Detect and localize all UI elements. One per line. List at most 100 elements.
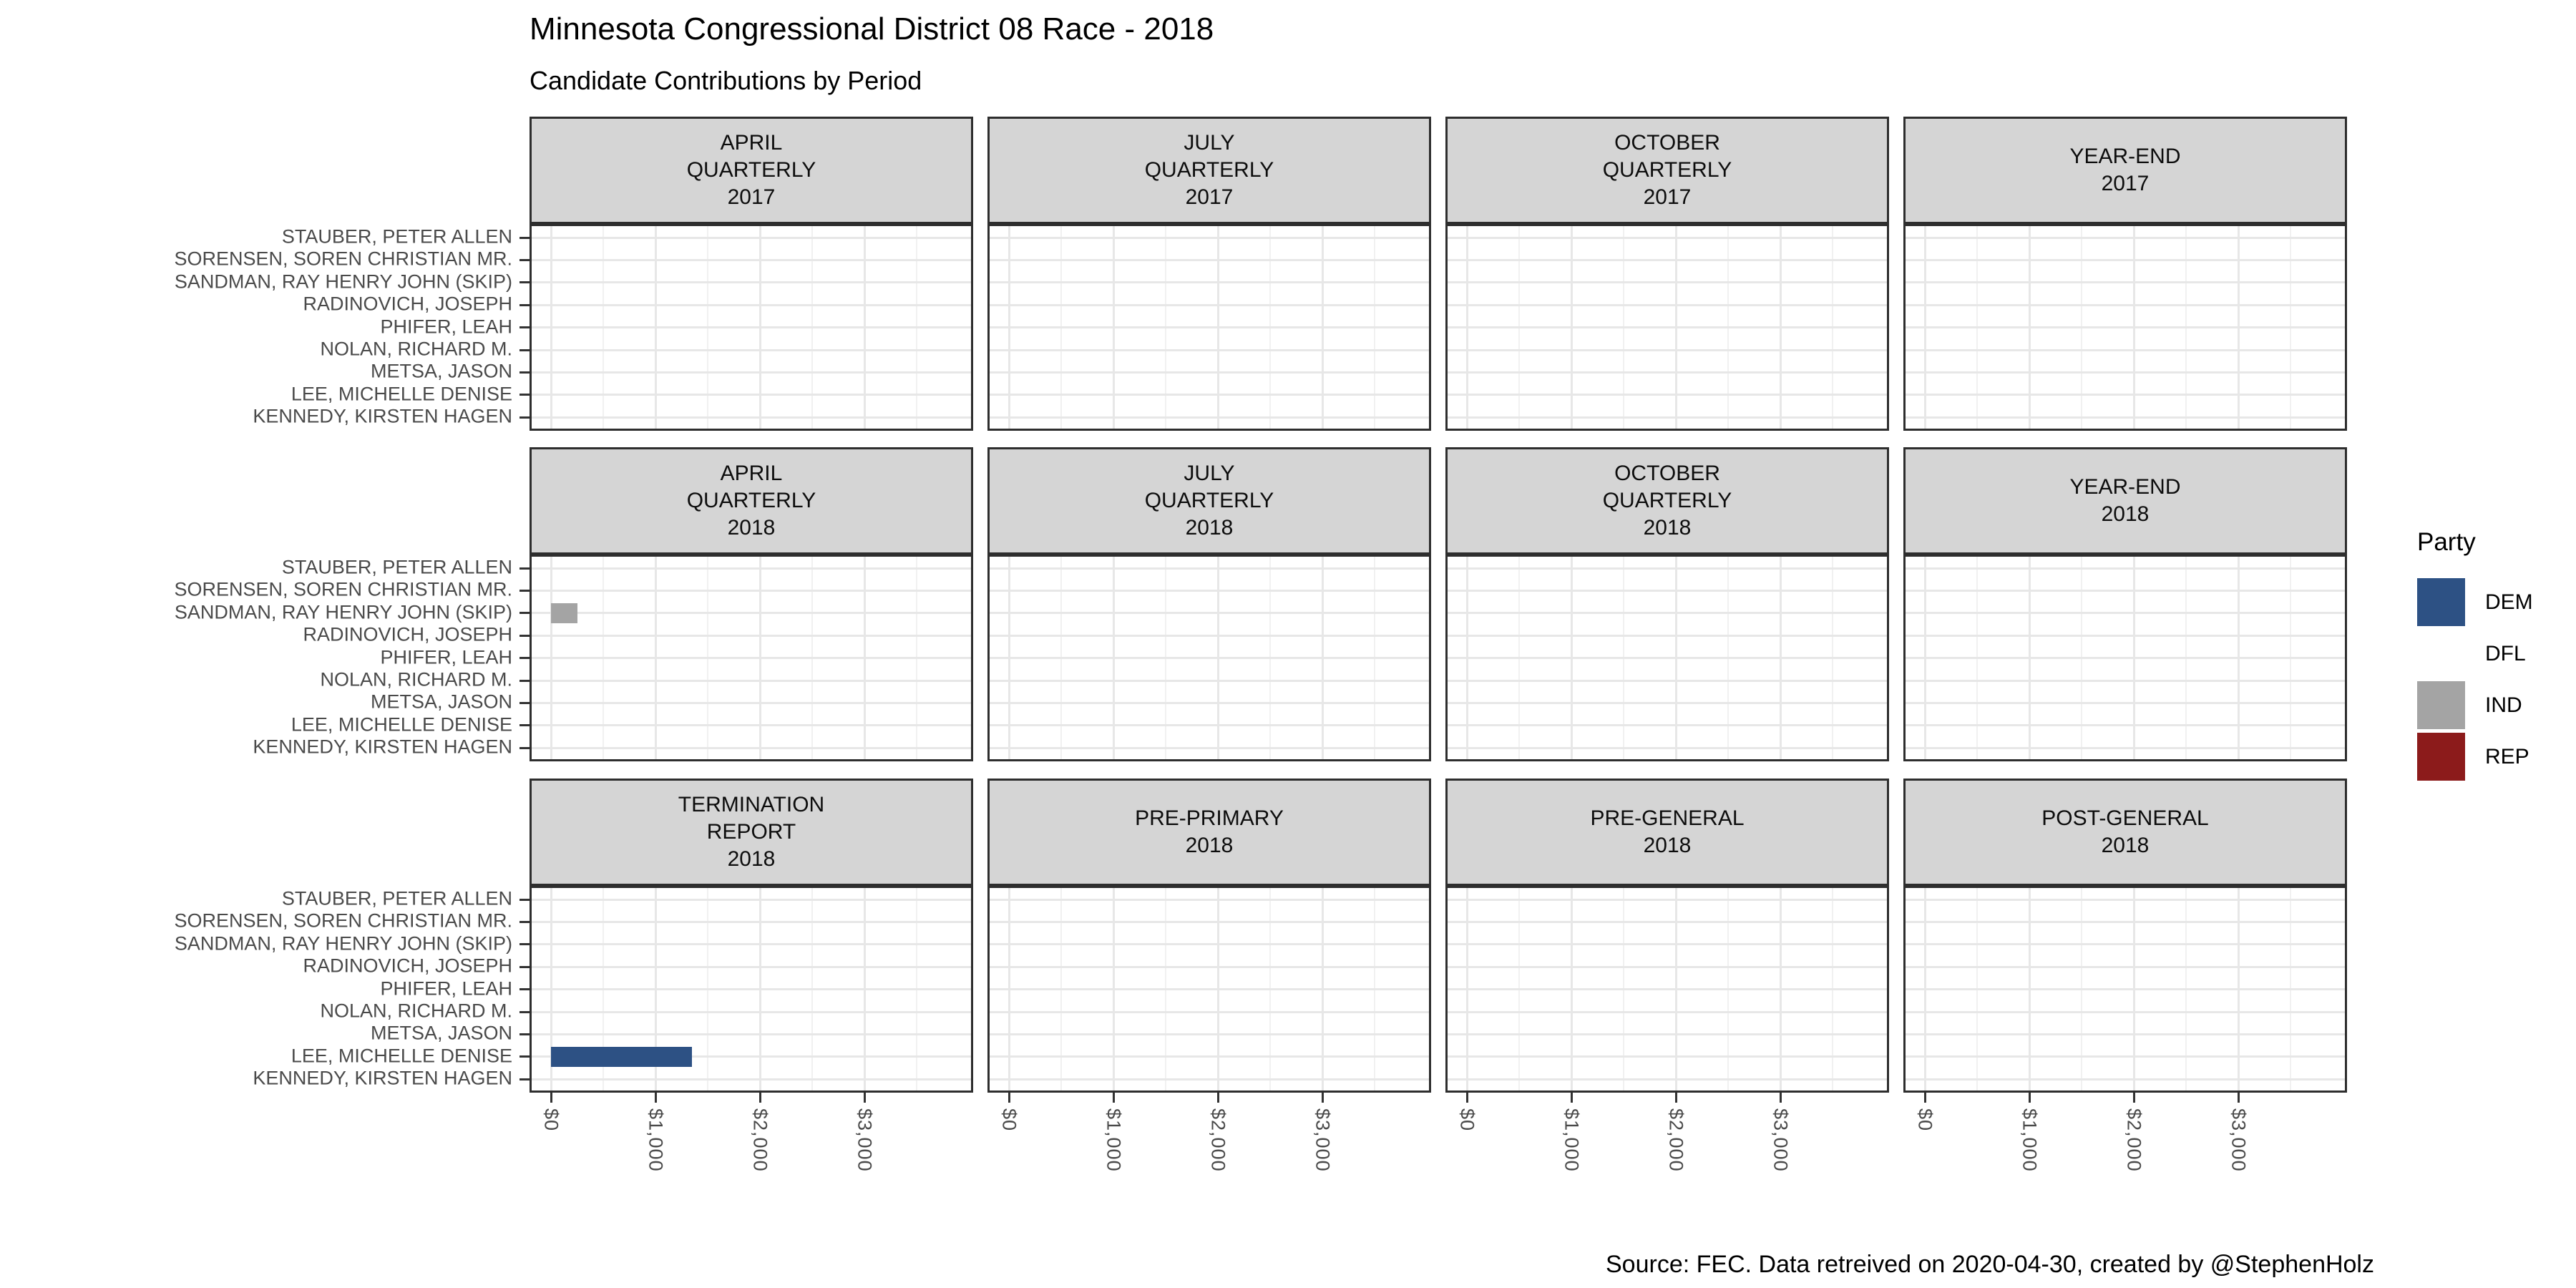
x-axis-label: $1,000	[2019, 1108, 2041, 1172]
x-tick	[863, 1093, 866, 1103]
category-gridline	[990, 1033, 1429, 1035]
x-tick	[1779, 1093, 1782, 1103]
x-axis-label: $0	[540, 1108, 562, 1132]
x-axis-label: $2,000	[749, 1108, 771, 1172]
contribution-bar-dem	[551, 1046, 693, 1067]
x-tick	[2237, 1093, 2240, 1103]
category-gridline	[532, 1078, 971, 1080]
y-axis-label: SORENSEN, SOREN CHRISTIAN MR.	[174, 909, 512, 932]
category-gridline	[1448, 258, 1887, 261]
y-tick	[519, 657, 530, 660]
facet-panel	[1445, 555, 1889, 761]
category-gridline	[532, 612, 971, 615]
category-gridline	[1906, 965, 2345, 968]
facet-panel	[530, 224, 973, 431]
category-gridline	[1906, 281, 2345, 284]
x-tick	[1321, 1093, 1324, 1103]
category-gridline	[1448, 724, 1887, 727]
category-gridline	[1448, 1078, 1887, 1080]
category-gridline	[532, 281, 971, 284]
x-tick	[1112, 1093, 1115, 1103]
category-gridline	[990, 746, 1429, 749]
chart-subtitle: Candidate Contributions by Period	[530, 66, 922, 95]
category-gridline	[1906, 1055, 2345, 1058]
facet-strip: APRIL QUARTERLY 2018	[530, 447, 973, 555]
x-axis-label: $0	[1456, 1108, 1478, 1132]
y-axis-label: PHIFER, LEAH	[380, 645, 512, 668]
category-gridline	[1906, 371, 2345, 374]
x-tick	[1674, 1093, 1677, 1103]
legend-label: DEM	[2485, 590, 2533, 614]
category-gridline	[1906, 657, 2345, 660]
y-tick	[519, 746, 530, 749]
x-tick	[654, 1093, 657, 1103]
category-gridline	[990, 589, 1429, 592]
y-tick	[519, 416, 530, 419]
x-tick	[1008, 1093, 1010, 1103]
y-axis-label: LEE, MICHELLE DENISE	[291, 383, 512, 405]
x-axis-label: $3,000	[1770, 1108, 1792, 1172]
category-gridline	[1906, 898, 2345, 901]
x-axis-label: $3,000	[1312, 1108, 1334, 1172]
category-gridline	[990, 920, 1429, 923]
y-tick	[519, 920, 530, 923]
x-tick	[2028, 1093, 2031, 1103]
category-gridline	[1906, 920, 2345, 923]
y-axis-label: SANDMAN, RAY HENRY JOHN (SKIP)	[174, 932, 512, 955]
category-gridline	[1906, 236, 2345, 239]
category-gridline	[532, 1055, 971, 1058]
y-axis-label: LEE, MICHELLE DENISE	[291, 713, 512, 736]
y-axis-label: STAUBER, PETER ALLEN	[281, 556, 512, 578]
x-axis-label: $1,000	[645, 1108, 667, 1172]
category-gridline	[990, 898, 1429, 901]
category-gridline	[532, 371, 971, 374]
category-gridline	[990, 701, 1429, 704]
legend-entry-rep: REP	[2417, 733, 2533, 781]
x-axis-label: $2,000	[2123, 1108, 2145, 1172]
facet-panel	[987, 555, 1431, 761]
category-gridline	[532, 943, 971, 946]
facet-strip: YEAR-END 2018	[1903, 447, 2347, 555]
category-gridline	[990, 679, 1429, 682]
category-gridline	[1906, 1010, 2345, 1013]
category-gridline	[532, 236, 971, 239]
category-gridline	[990, 236, 1429, 239]
facet-strip: JULY QUARTERLY 2017	[987, 117, 1431, 224]
category-gridline	[990, 326, 1429, 329]
legend-label: REP	[2485, 744, 2529, 769]
category-gridline	[1906, 394, 2345, 396]
y-axis-label: SANDMAN, RAY HENRY JOHN (SKIP)	[174, 601, 512, 623]
facet-panel	[987, 224, 1431, 431]
y-axis-label: KENNEDY, KIRSTEN HAGEN	[253, 405, 512, 427]
x-axis-label: $1,000	[1561, 1108, 1583, 1172]
y-tick	[519, 371, 530, 374]
category-gridline	[990, 1010, 1429, 1013]
y-axis-label: STAUBER, PETER ALLEN	[281, 887, 512, 909]
category-gridline	[1448, 348, 1887, 351]
legend-entry-dem: DEM	[2417, 578, 2533, 626]
x-axis-label: $0	[1914, 1108, 1936, 1132]
facet-strip: PRE-PRIMARY 2018	[987, 779, 1431, 886]
category-gridline	[1906, 724, 2345, 727]
y-tick	[519, 679, 530, 682]
facet-strip: YEAR-END 2017	[1903, 117, 2347, 224]
category-gridline	[532, 679, 971, 682]
category-gridline	[1906, 567, 2345, 570]
category-gridline	[1448, 746, 1887, 749]
category-gridline	[990, 634, 1429, 637]
y-axis-label: RADINOVICH, JOSEPH	[303, 955, 512, 977]
y-axis-label: STAUBER, PETER ALLEN	[281, 225, 512, 248]
category-gridline	[990, 567, 1429, 570]
category-gridline	[532, 416, 971, 419]
x-axis-label: $2,000	[1207, 1108, 1229, 1172]
category-gridline	[1906, 1078, 2345, 1080]
category-gridline	[532, 920, 971, 923]
category-gridline	[1448, 634, 1887, 637]
y-tick	[519, 567, 530, 570]
x-tick	[1923, 1093, 1926, 1103]
y-tick	[519, 281, 530, 284]
category-gridline	[1448, 303, 1887, 306]
y-axis-label: SORENSEN, SOREN CHRISTIAN MR.	[174, 248, 512, 270]
category-gridline	[1448, 416, 1887, 419]
x-tick	[550, 1093, 552, 1103]
